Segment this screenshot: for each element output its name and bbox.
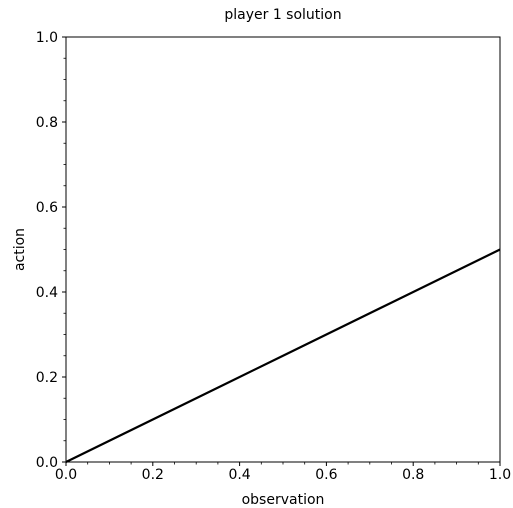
y-tick-label: 0.0 bbox=[36, 455, 58, 471]
x-tick-label: 0.4 bbox=[228, 467, 250, 483]
y-tick-label: 1.0 bbox=[36, 30, 58, 46]
chart-title: player 1 solution bbox=[224, 7, 341, 23]
y-tick-label: 0.4 bbox=[36, 285, 58, 301]
y-tick-label: 0.6 bbox=[36, 200, 58, 216]
plot-frame bbox=[65, 36, 501, 463]
y-axis-label: action bbox=[12, 228, 28, 271]
y-axis-ticks: 0.0 0.2 0.4 0.6 0.8 1.0 bbox=[36, 30, 66, 471]
x-tick-label: 0.2 bbox=[142, 467, 164, 483]
x-tick-label: 0.0 bbox=[55, 467, 77, 483]
x-tick-label: 1.0 bbox=[489, 467, 511, 483]
x-axis-label: observation bbox=[242, 492, 325, 508]
x-tick-label: 0.6 bbox=[315, 467, 337, 483]
y-tick-label: 0.8 bbox=[36, 115, 58, 131]
x-tick-label: 0.8 bbox=[402, 467, 424, 483]
x-axis-ticks: 0.0 0.2 0.4 0.6 0.8 1.0 bbox=[55, 462, 511, 483]
y-tick-label: 0.2 bbox=[36, 370, 58, 386]
